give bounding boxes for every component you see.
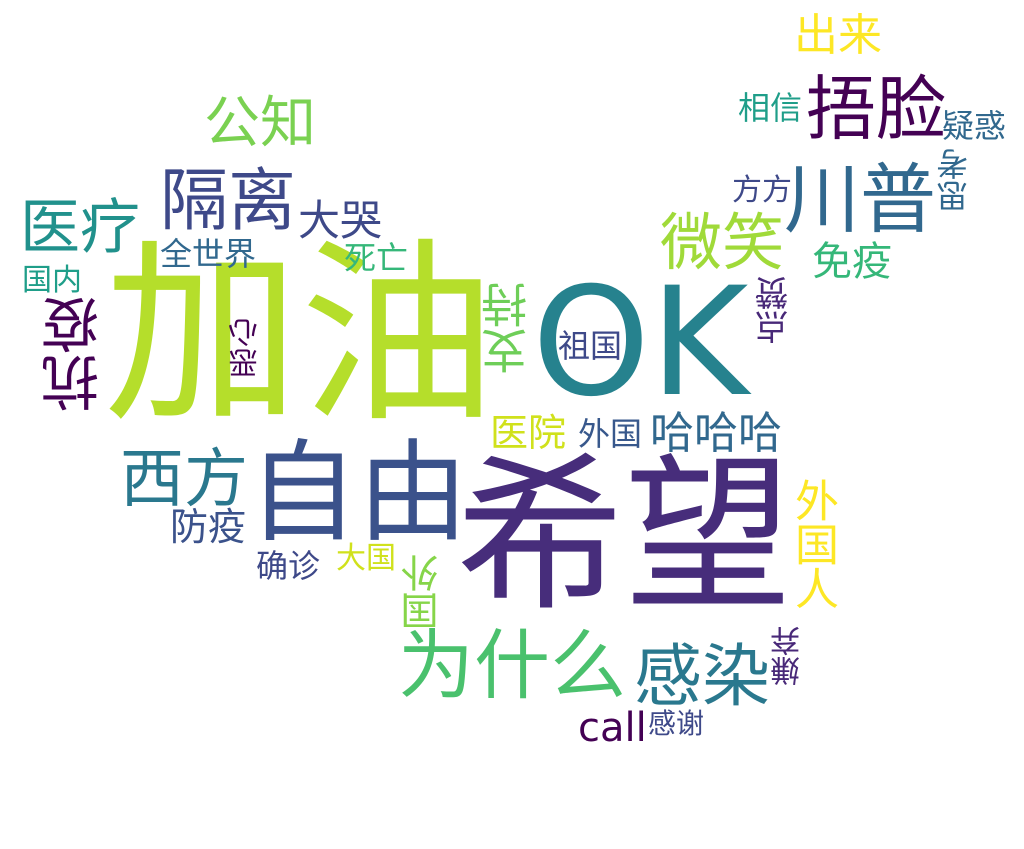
word-weixiao: 微笑 xyxy=(660,206,785,279)
word-exin: 恶心 xyxy=(229,318,264,378)
word-chulai: 出来 xyxy=(794,10,882,61)
word-yiyuan: 医院 xyxy=(490,411,567,455)
word-waiguoren: 外国人 xyxy=(787,478,838,610)
word-siwang: 死亡 xyxy=(344,239,409,277)
word-ziyou: 自由 xyxy=(248,429,468,557)
word-daguo: 大国 xyxy=(336,541,396,576)
word-quanshijie: 全世界 xyxy=(160,235,257,273)
word-xiwang: 希望 xyxy=(456,438,792,634)
word-wulian: 捂脸 xyxy=(806,68,946,150)
word-ganran: 感染 xyxy=(634,638,771,717)
word-ok: OK xyxy=(532,256,749,430)
word-fangyi: 防疫 xyxy=(170,505,247,549)
word-zuguo: 祖国 xyxy=(558,327,623,365)
word-xiangxin: 相信 xyxy=(738,89,803,127)
word-mianyi: 免疫 xyxy=(812,239,892,285)
word-chuanpu: 川普 xyxy=(784,155,936,244)
word-sikao: 思考 xyxy=(935,148,973,212)
word-dianzan: 点赞 xyxy=(755,276,795,344)
word-call: call xyxy=(578,705,647,751)
word-guonei: 国内 xyxy=(22,263,82,298)
word-weishenme: 为什么 xyxy=(398,621,626,710)
word-waiguo: 外国 xyxy=(578,415,643,453)
word-yiliao: 医疗 xyxy=(20,193,140,263)
word-xianqi: 嫌弃 xyxy=(771,626,806,686)
word-gongzhi: 公知 xyxy=(204,91,316,156)
word-fangfang: 方方 xyxy=(732,173,792,208)
word-kangyi: 抗疫 xyxy=(41,296,109,412)
word-xifang: 西方 xyxy=(120,443,248,517)
word-ganxie: 感谢 xyxy=(648,707,705,740)
word-jiayou: 加油 xyxy=(104,222,497,450)
word-zhichi: 支持 xyxy=(480,282,534,374)
word-dakun: 大哭 xyxy=(298,196,383,245)
word-yihuo: 疑惑 xyxy=(942,107,1007,145)
word-guowai: 国外 xyxy=(401,554,445,630)
word-quezhen: 确诊 xyxy=(256,547,321,585)
word-hahaha: 哈哈哈 xyxy=(650,408,782,459)
word-geli: 隔离 xyxy=(160,162,297,241)
